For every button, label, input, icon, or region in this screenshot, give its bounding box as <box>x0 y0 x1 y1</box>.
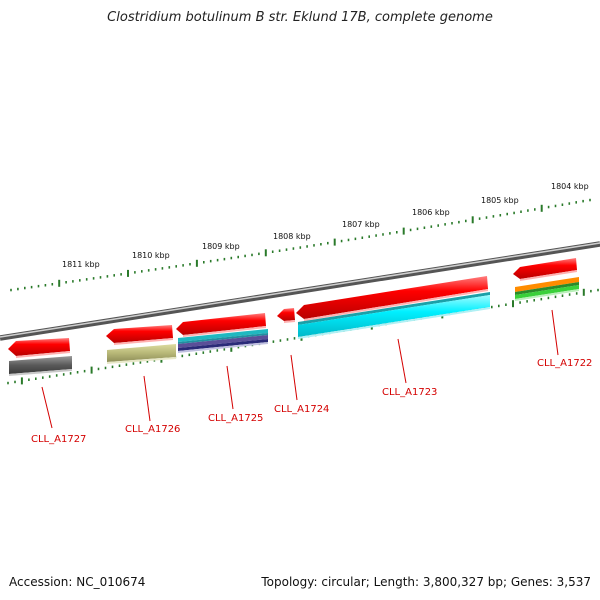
gene-arrow-shadow <box>114 338 173 345</box>
gene-arrow <box>513 258 577 279</box>
genome-backbone-highlight <box>0 242 600 338</box>
gene-label-cll-a1724[interactable]: CLL_A1724 <box>274 404 329 415</box>
scale-label: 1810 kbp <box>132 251 170 260</box>
protein-bar-shadow <box>9 369 72 376</box>
gene-feature-cll-a1727[interactable] <box>8 338 72 376</box>
protein-bar <box>107 344 176 362</box>
domain-band <box>515 277 579 292</box>
gene-feature-cll-a1723[interactable] <box>296 276 490 339</box>
gene-labels: CLL_A1727 CLL_A1726 CLL_A1725 CLL_A1724 … <box>31 358 592 445</box>
domain-band <box>178 329 268 342</box>
gene-feature-cll-a1724[interactable] <box>277 308 295 323</box>
map-title: Clostridium botulinum B str. Eklund 17B,… <box>107 10 493 25</box>
gene-leader-lines <box>41 309 559 429</box>
gene-label-cll-a1725[interactable]: CLL_A1725 <box>208 413 263 424</box>
scale-label: 1805 kbp <box>481 196 519 205</box>
protein-bar-shadow <box>298 307 490 339</box>
scale-label: 1809 kbp <box>202 242 240 251</box>
gene-feature-cll-a1725[interactable] <box>176 313 268 353</box>
gene-feature-cll-a1726[interactable] <box>106 325 176 364</box>
domain-band <box>178 335 268 348</box>
topology-text: Topology: circular; Length: 3,800,327 bp… <box>261 575 591 589</box>
domain-band <box>298 292 490 325</box>
scale-labels: 1811 kbp 1810 kbp 1809 kbp 1808 kbp 1807… <box>62 182 589 269</box>
scale-label: 1811 kbp <box>62 260 100 269</box>
accession-text: Accession: NC_010674 <box>9 575 146 589</box>
domain-band <box>178 339 268 351</box>
gene-arrow <box>8 338 70 356</box>
gene-arrow <box>277 308 295 321</box>
gene-label-cll-a1727[interactable]: CLL_A1727 <box>31 434 86 445</box>
domain-band-shadow <box>178 342 268 353</box>
scale-label: 1806 kbp <box>412 208 450 217</box>
scale-label: 1808 kbp <box>273 232 311 241</box>
gene-arrow-shadow <box>284 320 295 323</box>
domain-band-shadow <box>515 289 579 301</box>
gene-feature-cll-a1722[interactable] <box>513 258 579 301</box>
protein-bar-shadow <box>107 357 176 364</box>
gene-arrow-shadow <box>16 351 70 358</box>
domain-band <box>515 282 579 295</box>
protein-bar <box>9 356 72 374</box>
gene-arrow <box>296 276 488 319</box>
scale-ticks-upper <box>10 198 591 292</box>
gene-arrow <box>106 325 173 343</box>
scale-label: 1804 kbp <box>551 182 589 191</box>
gene-arrow-shadow <box>520 270 577 281</box>
gene-arrow <box>176 313 266 335</box>
gene-label-cll-a1726[interactable]: CLL_A1726 <box>125 424 180 435</box>
gene-arrow-shadow <box>183 326 266 337</box>
scale-label: 1807 kbp <box>342 220 380 229</box>
domain-band <box>178 333 268 344</box>
gene-label-cll-a1722[interactable]: CLL_A1722 <box>537 358 592 369</box>
gene-arrow-shadow <box>304 289 488 321</box>
protein-bar <box>298 295 490 337</box>
gene-label-cll-a1723[interactable]: CLL_A1723 <box>382 387 437 398</box>
domain-band <box>515 285 579 299</box>
